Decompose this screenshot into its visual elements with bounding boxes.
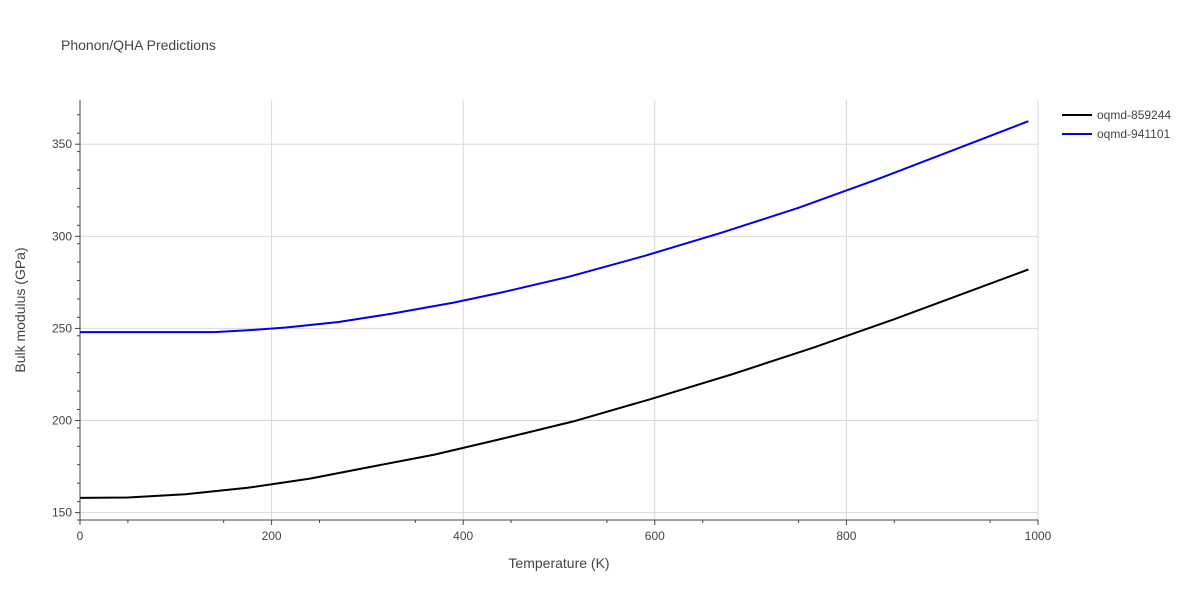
y-axis-title: Bulk modulus (GPa) [12, 247, 28, 372]
x-tick-label: 800 [836, 529, 856, 543]
series-line-oqmd-859244 [79, 268, 1029, 499]
legend-label: oqmd-859244 [1097, 108, 1171, 122]
axes: 0 200 400 600 800 1000 150 200 250 300 350 [52, 100, 1052, 543]
x-tick-label: 200 [262, 529, 282, 543]
y-tick-label: 150 [52, 506, 72, 520]
series-layer [79, 120, 1029, 499]
y-tick-label: 300 [52, 229, 72, 243]
legend-label: oqmd-941101 [1097, 127, 1170, 141]
legend[interactable]: oqmd-859244 oqmd-941101 [1062, 108, 1171, 141]
y-tick-label: 250 [52, 321, 72, 335]
x-axis-title: Temperature (K) [508, 555, 609, 571]
x-tick-label: 400 [453, 529, 473, 543]
legend-item-oqmd-859244[interactable]: oqmd-859244 [1062, 108, 1171, 122]
chart-title: Phonon/QHA Predictions [61, 37, 216, 53]
x-tick-label: 0 [77, 529, 84, 543]
y-tick-label: 200 [52, 414, 72, 428]
series-line-oqmd-941101 [80, 120, 1029, 334]
x-tick-label: 600 [645, 529, 665, 543]
legend-item-oqmd-941101[interactable]: oqmd-941101 [1062, 127, 1170, 141]
grid [80, 100, 1039, 520]
x-tick-label: 1000 [1025, 529, 1052, 543]
y-tick-label: 350 [52, 137, 72, 151]
